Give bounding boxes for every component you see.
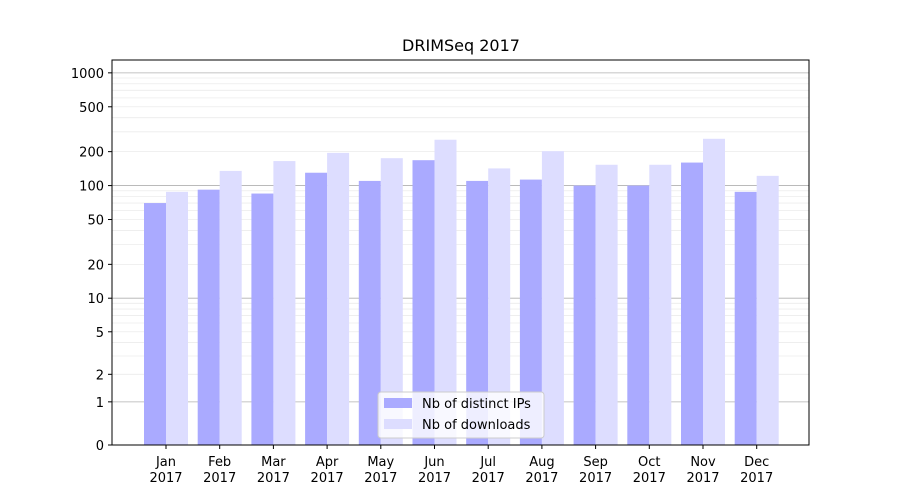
y-tick-label: 2 [96, 368, 104, 383]
y-tick-label: 50 [87, 214, 104, 229]
legend-box [377, 391, 545, 439]
bar-downloads [327, 152, 350, 445]
bar-downloads [488, 168, 511, 446]
bar-downloads [649, 164, 672, 446]
x-tick-label-year: 2017 [686, 471, 719, 486]
y-axis: 0 1 2 5 10 20 50 100 200 500 1000 [71, 67, 112, 454]
bar-downloads [595, 164, 618, 446]
x-tick-label-month: Apr [316, 455, 339, 470]
y-tick-label: 500 [79, 101, 104, 116]
x-tick-label-year: 2017 [149, 471, 182, 486]
bar-distinct-ips [466, 180, 489, 446]
x-tick-label-month: Oct [638, 455, 660, 470]
y-tick-label: 5 [96, 326, 104, 341]
x-tick-label-year: 2017 [418, 471, 451, 486]
y-tick-label: 0 [96, 439, 104, 454]
bar-downloads [273, 161, 296, 445]
bar-distinct-ips [519, 179, 542, 446]
x-tick-label-year: 2017 [364, 471, 397, 486]
x-tick-label-year: 2017 [257, 471, 290, 486]
bars [144, 138, 779, 446]
bar-distinct-ips [627, 185, 650, 445]
y-tick-label: 200 [79, 146, 104, 161]
bar-downloads [166, 191, 188, 445]
bar-distinct-ips [734, 191, 757, 445]
bar-distinct-ips [358, 180, 381, 446]
y-tick-label: 1000 [71, 67, 104, 82]
x-tick-label-year: 2017 [203, 471, 236, 486]
bar-downloads [434, 139, 457, 446]
legend-label: Nb of downloads [422, 418, 531, 433]
x-tick-label-month: Sep [583, 455, 608, 470]
x-tick-label-month: Dec [744, 455, 769, 470]
x-tick-label-year: 2017 [633, 471, 666, 486]
x-tick-label-year: 2017 [740, 471, 773, 486]
x-tick-label-year: 2017 [579, 471, 612, 486]
plot-frame [111, 59, 810, 446]
x-tick-label-month: Aug [529, 455, 554, 470]
bar-distinct-ips [412, 160, 435, 445]
bar-distinct-ips [251, 193, 274, 445]
y-tick-label: 100 [79, 180, 104, 195]
bar-downloads [756, 175, 779, 445]
chart-title: DRIMSeq 2017 [402, 36, 520, 55]
bar-downloads [703, 138, 725, 446]
x-tick-label-month: Mar [261, 455, 286, 470]
legend: Nb of distinct IPs Nb of downloads [377, 391, 545, 439]
x-tick-label-month: Jun [423, 455, 444, 470]
legend-swatch [384, 419, 412, 429]
x-tick-label-year: 2017 [311, 471, 344, 486]
bar-distinct-ips [681, 162, 703, 445]
x-tick-label-month: Jan [155, 455, 176, 470]
x-tick-label-year: 2017 [472, 471, 505, 486]
bar-downloads [219, 170, 242, 445]
legend-label: Nb of distinct IPs [422, 397, 531, 412]
legend-swatch [384, 398, 412, 408]
x-tick-label-month: Feb [208, 455, 231, 470]
x-tick-label-year: 2017 [525, 471, 558, 486]
x-axis: Jan2017Feb2017Mar2017Apr2017May2017Jun20… [149, 445, 773, 486]
bar-distinct-ips [305, 172, 328, 445]
x-tick-label-month: May [367, 455, 394, 470]
bar-downloads [380, 158, 403, 445]
bar-downloads [541, 151, 564, 445]
x-tick-label-month: Nov [690, 455, 716, 470]
bar-distinct-ips [573, 185, 596, 445]
x-tick-label-month: Jul [479, 455, 496, 470]
bar-distinct-ips [144, 203, 166, 445]
y-tick-label: 1 [96, 396, 104, 411]
y-tick-label: 10 [87, 292, 104, 307]
bar-distinct-ips [197, 189, 220, 445]
y-tick-label: 20 [87, 258, 104, 273]
